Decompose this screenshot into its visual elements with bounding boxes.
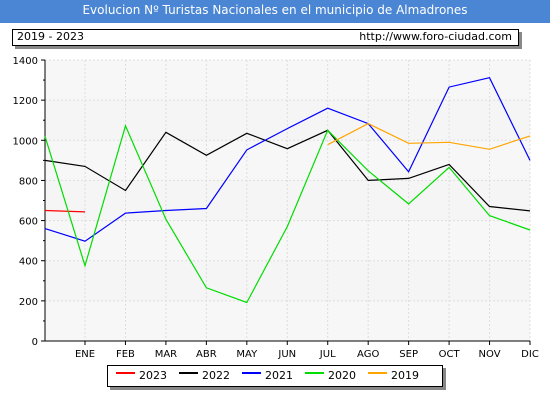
y-tick-label: 0 <box>32 337 38 348</box>
x-tick-label: ENE <box>75 349 95 360</box>
title-bar: Evolucion Nº Turistas Nacionales en el m… <box>0 0 550 23</box>
info-box: 2019 - 2023 http://www.foro-ciudad.com <box>12 29 519 46</box>
source-url: http://www.foro-ciudad.com <box>359 30 512 43</box>
legend-label-2023: 2023 <box>139 369 167 382</box>
series-line-2023 <box>44 209 86 213</box>
x-tick-label: JUL <box>319 349 336 360</box>
legend-label-2021: 2021 <box>265 369 293 382</box>
x-axis: ENE FEB MAR ABR MAY JUN JUL AGO SEP OCT NOV DIC <box>45 340 539 360</box>
x-tick-label: FEB <box>116 349 135 360</box>
series-lines <box>44 77 531 304</box>
y-tick-label: 1000 <box>13 136 38 147</box>
grid <box>45 59 531 342</box>
series-line-2019 <box>327 122 531 150</box>
chart-title: Evolucion Nº Turistas Nacionales en el m… <box>82 3 468 17</box>
series-line-2022 <box>44 129 531 212</box>
period-label: 2019 - 2023 <box>17 30 84 43</box>
series-line-2020 <box>44 124 531 304</box>
x-tick-label: SEP <box>399 349 418 360</box>
x-tick-label: DIC <box>521 349 539 360</box>
y-axis: 0 200 400 600 800 1000 1200 1400 <box>13 56 46 348</box>
y-tick-label: 800 <box>19 176 38 187</box>
legend: 2023 2022 2021 2020 2019 <box>107 365 443 387</box>
x-tick-label: MAY <box>236 349 258 360</box>
legend-swatch-2020 <box>305 372 324 374</box>
x-tick-label: OCT <box>439 349 461 360</box>
y-tick-label: 1400 <box>13 56 38 67</box>
legend-swatch-2022 <box>179 372 198 374</box>
legend-swatch-2023 <box>116 372 135 374</box>
x-tick-label: ABR <box>196 349 217 360</box>
y-tick-label: 1200 <box>13 96 38 107</box>
x-tick-label: NOV <box>479 349 501 360</box>
series-line-2021 <box>44 77 531 242</box>
y-tick-label: 400 <box>19 257 38 268</box>
x-tick-label: JUN <box>277 349 296 360</box>
y-tick-label: 200 <box>19 297 38 308</box>
x-tick-label: MAR <box>155 349 177 360</box>
legend-swatch-2019 <box>368 372 387 374</box>
legend-swatch-2021 <box>242 372 261 374</box>
x-tick-label: AGO <box>357 349 379 360</box>
legend-label-2019: 2019 <box>391 369 419 382</box>
legend-label-2020: 2020 <box>328 369 356 382</box>
legend-label-2022: 2022 <box>202 369 230 382</box>
y-tick-label: 600 <box>19 217 38 228</box>
